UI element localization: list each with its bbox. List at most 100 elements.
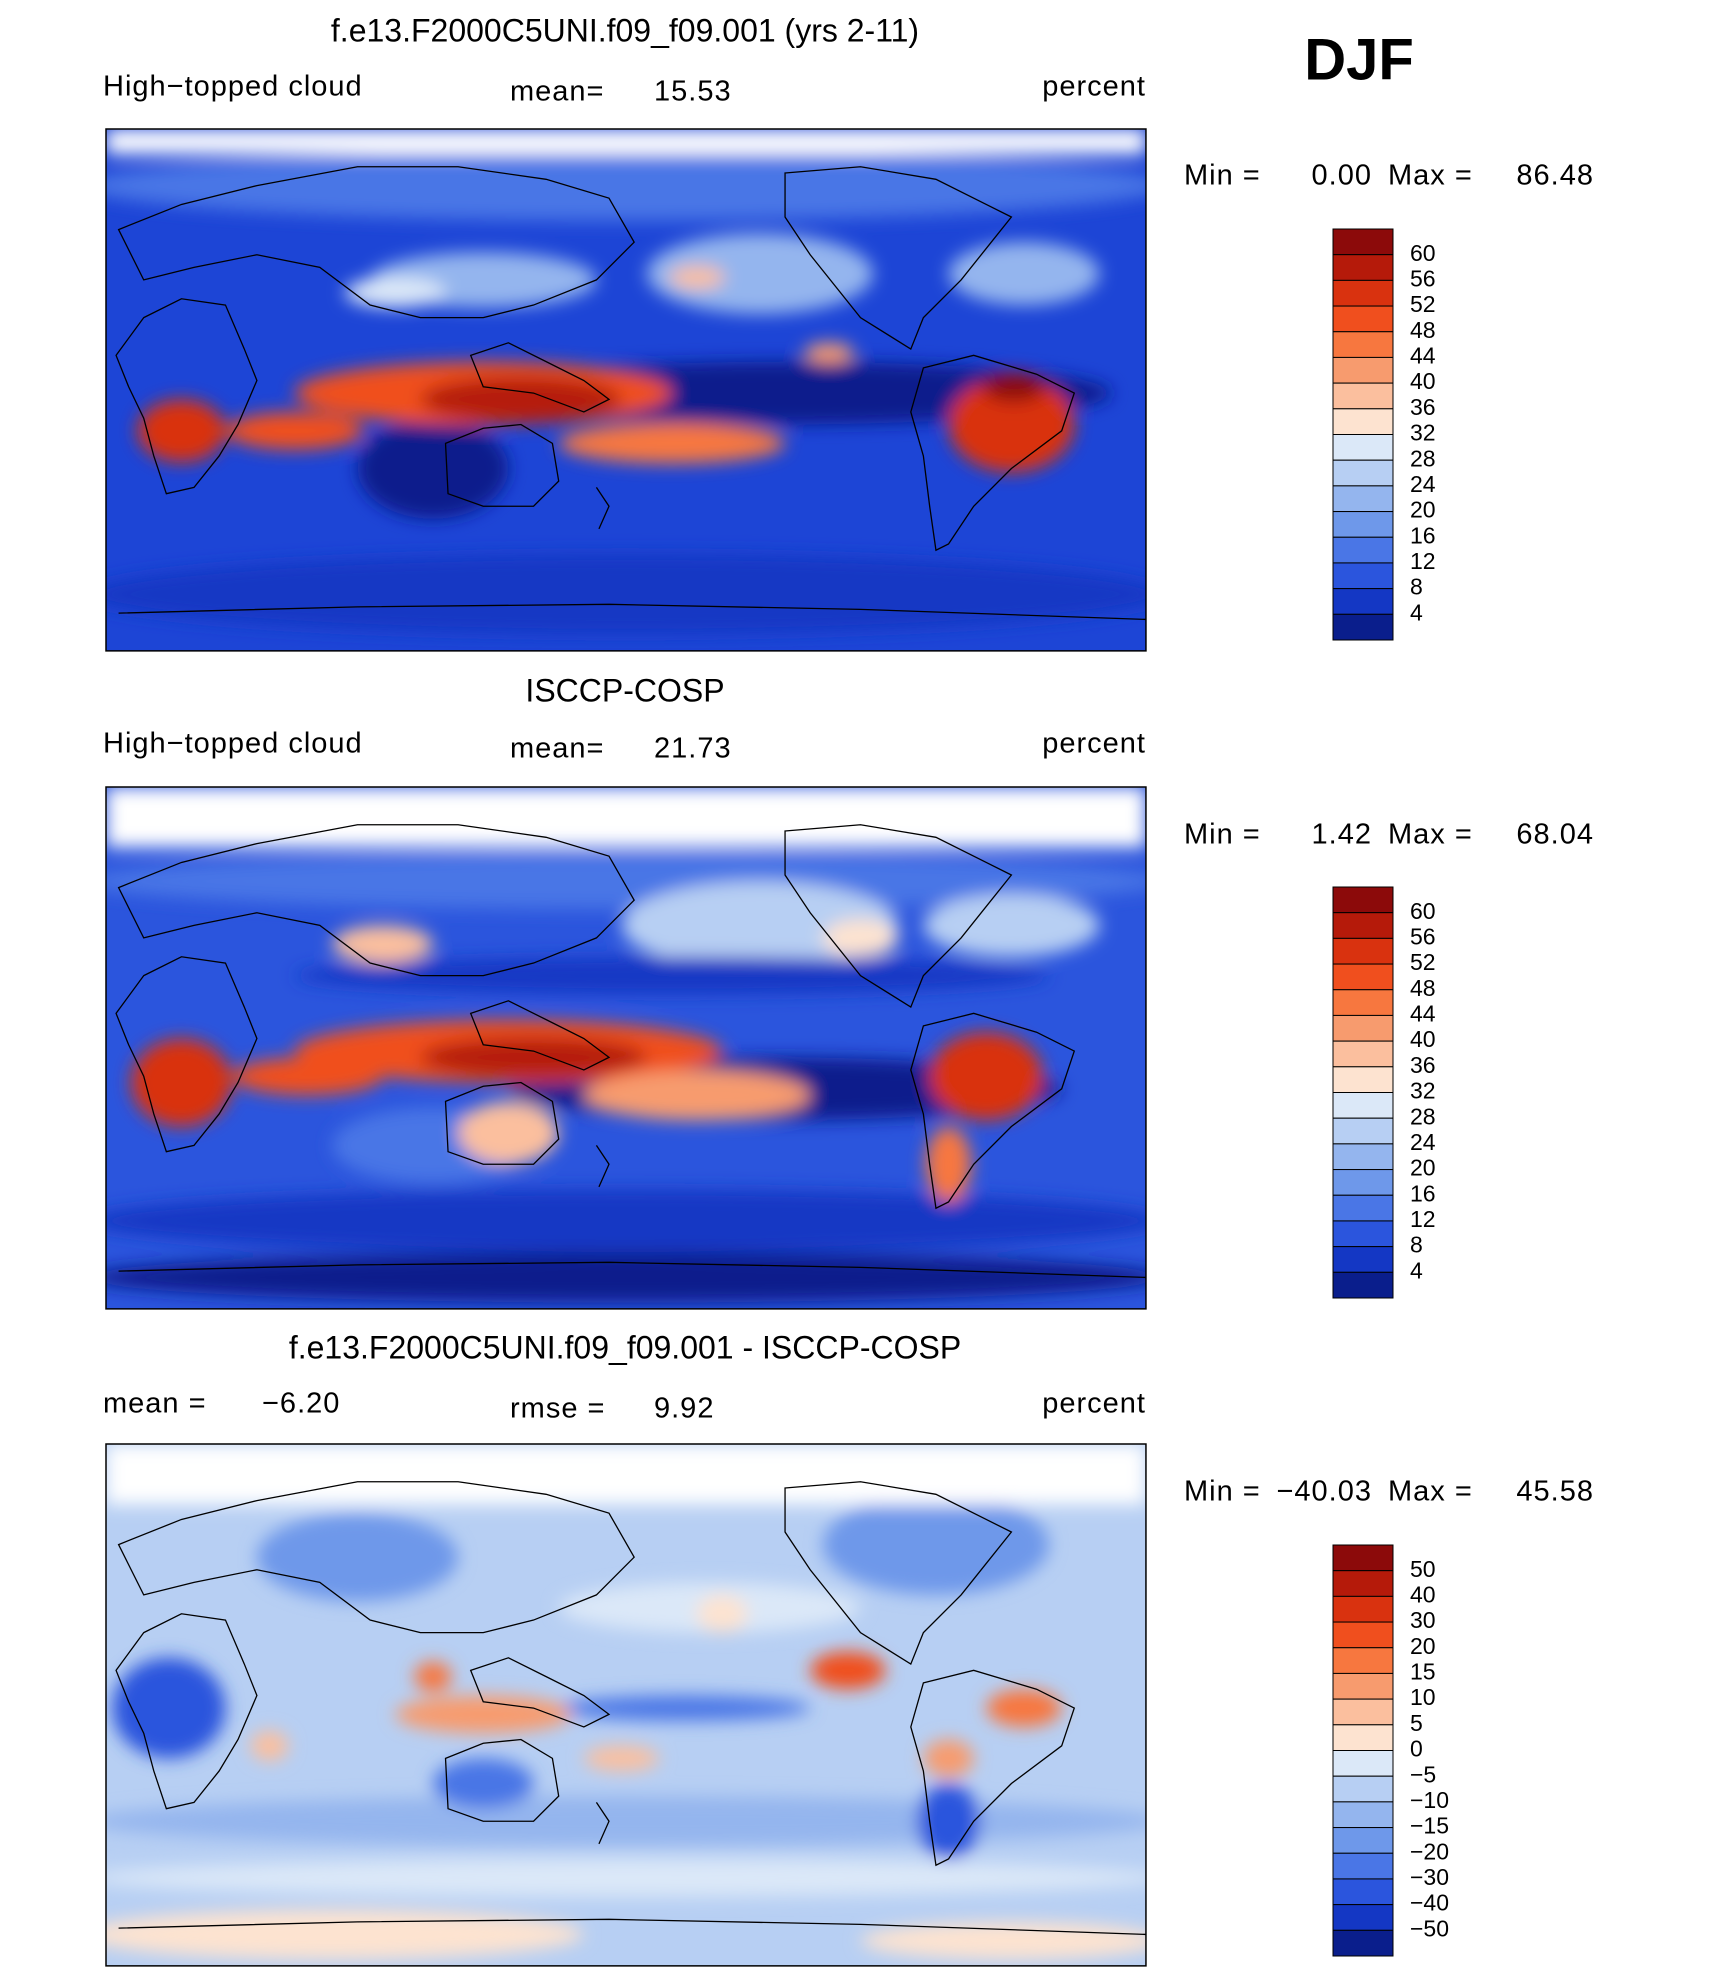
colorbar-swatch	[1332, 613, 1394, 641]
colorbar-label: 20	[1410, 1155, 1436, 1181]
colorbar-label: 44	[1410, 1001, 1436, 1027]
map-panel	[85, 787, 1166, 1309]
colorbar-label: 56	[1410, 923, 1436, 949]
colorbar-label: 30	[1410, 1607, 1436, 1633]
max-label: Max =	[1388, 819, 1473, 851]
panel-label: High−topped cloud	[103, 728, 363, 760]
max-value: 68.04	[1516, 819, 1594, 851]
colorbar-label: 12	[1410, 1206, 1436, 1232]
colorbar-swatch	[1332, 1014, 1394, 1042]
colorbar-label: 15	[1410, 1659, 1436, 1685]
colorbar-swatch	[1332, 1698, 1394, 1726]
colorbar-swatch	[1332, 279, 1394, 307]
colorbar-swatch	[1332, 511, 1394, 538]
max-label: Max =	[1388, 1476, 1473, 1508]
colorbar-label: 4	[1410, 599, 1423, 625]
colorbar-swatch	[1332, 356, 1394, 384]
panel-label: mean =	[103, 1388, 207, 1420]
colorbar-swatch	[1332, 1246, 1394, 1273]
season-label: DJF	[1304, 27, 1414, 92]
colorbar-label: 40	[1410, 1581, 1436, 1607]
min-value: 0.00	[1312, 160, 1372, 192]
colorbar-swatch	[1332, 536, 1394, 564]
panel-title: f.e13.F2000C5UNI.f09_f09.001 (yrs 2-11)	[331, 12, 919, 48]
colorbar-swatch	[1332, 1904, 1394, 1931]
colorbar-label: 56	[1410, 265, 1436, 291]
colorbar-swatch	[1332, 1570, 1394, 1597]
colorbar-swatch	[1332, 1827, 1394, 1854]
colorbar-swatch	[1332, 588, 1394, 615]
colorbar-swatch	[1332, 1544, 1394, 1572]
colorbar-swatch	[1332, 963, 1394, 991]
colorbar-swatch	[1332, 1647, 1394, 1674]
panel-stat: mean=	[510, 76, 604, 108]
panel-stat: 21.73	[654, 733, 732, 765]
max-value: 45.58	[1516, 1476, 1594, 1508]
colorbar-label: −40	[1410, 1890, 1449, 1916]
colorbar-label: 44	[1410, 343, 1436, 369]
colorbar-swatch	[1332, 382, 1394, 410]
colorbar-swatch	[1332, 1852, 1394, 1880]
panel-stat: mean=	[510, 733, 604, 765]
colorbar-label: 40	[1410, 1026, 1436, 1052]
colorbar-swatch	[1332, 1775, 1394, 1803]
colorbar-label: 52	[1410, 291, 1436, 317]
colorbar-label: 10	[1410, 1684, 1436, 1710]
colorbar-swatch	[1332, 1724, 1394, 1751]
colorbar-swatch	[1332, 1117, 1394, 1145]
colorbar-label: 32	[1410, 1078, 1436, 1104]
units-label: percent	[1042, 1388, 1146, 1420]
colorbar-label: 5	[1410, 1710, 1423, 1736]
colorbar-swatch	[1332, 254, 1394, 281]
min-value: 1.42	[1312, 819, 1372, 851]
panel-stat: 9.92	[654, 1393, 714, 1425]
panel-stat: 15.53	[654, 76, 732, 108]
map-panel	[85, 129, 1166, 651]
min-label: Min =	[1184, 819, 1261, 851]
colorbar-label: 60	[1410, 898, 1436, 924]
panel-label: High−topped cloud	[103, 71, 363, 103]
colorbar-swatch	[1332, 434, 1394, 461]
colorbar-label: 24	[1410, 1129, 1436, 1155]
colorbar-label: 8	[1410, 1232, 1423, 1258]
colorbar-swatch	[1332, 1194, 1394, 1222]
colorbar-swatch	[1332, 1672, 1394, 1700]
colorbar-label: 48	[1410, 317, 1436, 343]
colorbar-swatch	[1332, 485, 1394, 513]
colorbar-swatch	[1332, 1066, 1394, 1093]
colorbar-label: −15	[1410, 1813, 1449, 1839]
colorbar-label: 50	[1410, 1556, 1436, 1582]
colorbar-swatch	[1332, 408, 1394, 435]
colorbar-label: 24	[1410, 471, 1436, 497]
colorbar-label: 40	[1410, 368, 1436, 394]
colorbar-swatch	[1332, 912, 1394, 939]
colorbar-label: 0	[1410, 1736, 1423, 1762]
colorbar-label: 20	[1410, 497, 1436, 523]
colorbar-swatch	[1332, 1621, 1394, 1649]
panel-stat: rmse =	[510, 1393, 605, 1425]
colorbar-swatch	[1332, 228, 1394, 256]
colorbar-label: 4	[1410, 1257, 1423, 1283]
max-value: 86.48	[1516, 160, 1594, 192]
colorbar-label: 20	[1410, 1633, 1436, 1659]
colorbar-label: 8	[1410, 574, 1423, 600]
colorbar-swatch	[1332, 1929, 1394, 1957]
min-label: Min =	[1184, 1476, 1261, 1508]
colorbar-swatch	[1332, 305, 1394, 333]
colorbar-label: 52	[1410, 949, 1436, 975]
colorbar-label: 12	[1410, 548, 1436, 574]
colorbar-label: −5	[1410, 1761, 1436, 1787]
min-value: −40.03	[1276, 1476, 1372, 1508]
colorbar-label: 16	[1410, 522, 1436, 548]
colorbar-label: 60	[1410, 240, 1436, 266]
colorbar-swatch	[1332, 1169, 1394, 1196]
colorbar-label: −50	[1410, 1915, 1449, 1941]
colorbar-swatch	[1332, 1220, 1394, 1248]
colorbar-swatch	[1332, 459, 1394, 487]
colorbar-label: 28	[1410, 445, 1436, 471]
colorbar-swatch	[1332, 1143, 1394, 1171]
units-label: percent	[1042, 728, 1146, 760]
colorbar-swatch	[1332, 1595, 1394, 1623]
colorbar-swatch	[1332, 1040, 1394, 1068]
colorbar-label: −30	[1410, 1864, 1449, 1890]
